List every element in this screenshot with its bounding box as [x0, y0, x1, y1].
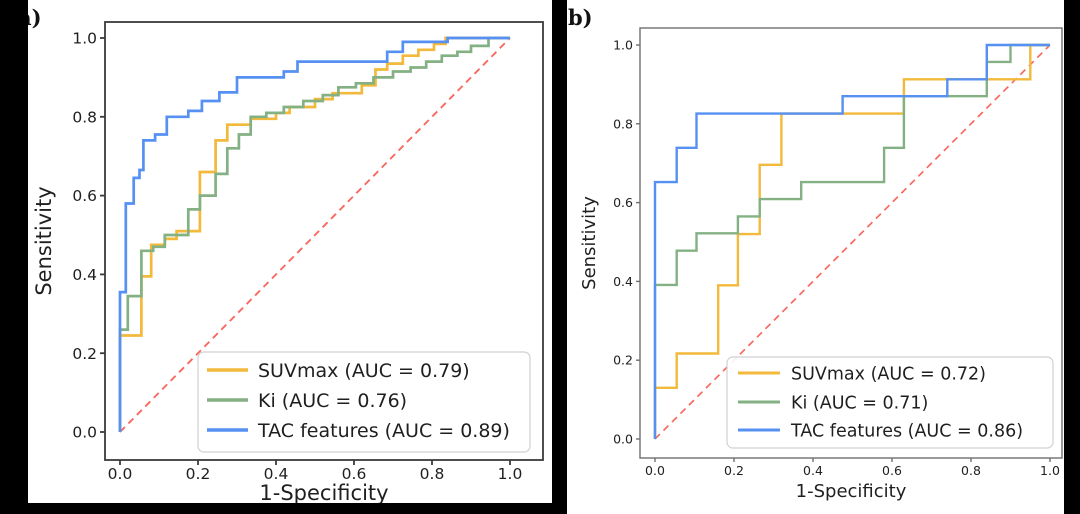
roc-curve-tac-features	[653, 43, 1050, 439]
roc-curve-ki	[118, 36, 510, 432]
chance-diagonal	[119, 37, 511, 433]
legend: SUVmax (AUC = 0.79) Ki (AUC = 0.76) TAC fe…	[197, 351, 531, 453]
x-tick-label: 0.4	[803, 463, 823, 478]
x-tick-label: 0.2	[186, 465, 211, 483]
legend-box	[197, 351, 531, 453]
plot-frame	[639, 27, 1063, 459]
panel-b-label: b)	[568, 5, 593, 30]
legend-label-suvmax: SUVmax (AUC = 0.72)	[791, 364, 986, 384]
legend: SUVmax (AUC = 0.72) Ki (AUC = 0.71) TAC fe…	[726, 356, 1054, 449]
roc-panel-b: 0.0 0.0 0.2 0.2 0.4 0.4 0.6 0.6 0.8 0.8 1.0 1.0 1-Sp…	[579, 27, 1063, 502]
x-axis-title: 1-Specificity	[259, 481, 388, 505]
roc-curve-tac-features	[118, 36, 510, 432]
x-tick-label: 0.8	[961, 463, 981, 478]
y-axis-title: Sensitivity	[579, 196, 600, 290]
x-tick-label: 0.6	[882, 463, 902, 478]
y-tick-label: 0.8	[613, 116, 633, 131]
crop-bar-middle	[552, 0, 567, 514]
y-tick-label: 0.4	[613, 274, 633, 289]
y-tick-label: 0.2	[613, 353, 633, 368]
x-tick-label: 0.2	[724, 463, 744, 478]
x-tick-label: 0.4	[264, 465, 289, 483]
legend-box	[726, 356, 1054, 449]
y-tick-label: 0.0	[613, 432, 633, 447]
y-tick-label: 1.0	[72, 30, 97, 48]
y-tick-label: 0.0	[72, 424, 97, 442]
y-tick-label: 0.6	[613, 195, 633, 210]
crop-bar-right	[1064, 0, 1080, 514]
y-tick-label: 0.2	[72, 345, 97, 363]
y-tick-label: 0.8	[72, 108, 97, 126]
legend-label-ki: Ki (AUC = 0.71)	[791, 393, 928, 413]
x-tick-label: 1.0	[1040, 463, 1060, 478]
y-tick-label: 0.6	[72, 187, 97, 205]
crop-bar-bottom	[0, 503, 567, 514]
x-tick-label: 0.0	[645, 463, 665, 478]
y-tick-label: 1.0	[613, 38, 633, 53]
y-tick-label: 0.4	[72, 266, 97, 284]
chance-diagonal	[654, 44, 1051, 440]
x-tick-label: 0.0	[108, 465, 133, 483]
x-tick-label: 1.0	[498, 465, 523, 483]
roc-panel-a: 0.0 0.0 0.2 0.2 0.4 0.4 0.6 0.6 0.8 0.8 1.0 1.0 1-Sp…	[32, 21, 544, 505]
legend-label-tac-features: TAC features (AUC = 0.89)	[257, 420, 510, 442]
roc-curve-suvmax	[653, 43, 1050, 439]
legend-label-ki: Ki (AUC = 0.76)	[258, 390, 407, 412]
y-axis-title: Sensitivity	[32, 186, 56, 295]
x-axis-title: 1-Specificity	[796, 481, 907, 502]
plot-frame	[104, 21, 544, 461]
legend-label-tac-features: TAC features (AUC = 0.86)	[790, 421, 1023, 441]
legend-label-suvmax: SUVmax (AUC = 0.79)	[258, 360, 470, 382]
x-tick-label: 0.8	[420, 465, 445, 483]
x-tick-label: 0.6	[342, 465, 367, 483]
crop-bar-left	[0, 0, 28, 514]
